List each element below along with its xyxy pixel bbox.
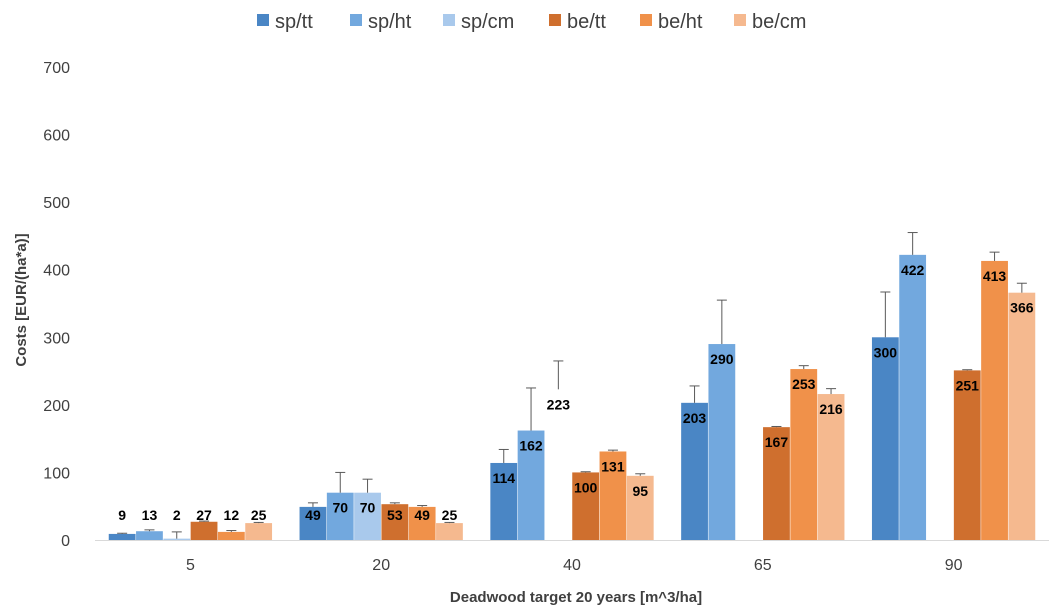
data-label: 290 [710,351,734,367]
bar-be-cm [245,523,273,540]
legend-swatch [350,14,362,26]
bar-sp-ht [326,492,354,540]
data-label: 9 [118,507,126,523]
y-axis: 0 100 200 300 400 500 600 700 [43,60,70,550]
legend-swatch [734,14,746,26]
bar-sp-ht [136,531,163,540]
legend-swatch [443,14,455,26]
data-label: 13 [142,507,158,523]
bar-be-cm [817,394,845,540]
data-label: 422 [901,262,925,278]
legend-swatch [257,14,269,26]
bar-sp-tt [871,337,899,540]
bars [108,254,1036,540]
x-tick-label: 65 [754,557,772,574]
bar-sp-tt [490,462,518,540]
bar-be-cm [626,475,654,540]
bar-sp-tt [108,533,136,540]
legend-label: sp/tt [275,11,313,33]
data-label: 300 [874,344,898,360]
data-label: 251 [956,377,980,393]
data-label: 162 [519,438,543,454]
legend-label: be/ht [658,11,703,33]
data-label: 253 [792,376,816,392]
data-label: 95 [632,483,648,499]
x-tick-label: 90 [945,557,963,574]
bar-be-ht [981,260,1008,540]
data-label: 203 [683,410,707,426]
data-label: 49 [414,507,430,523]
bar-sp-tt [299,506,327,540]
bar-be-tt [381,504,409,540]
y-tick-label: 300 [43,330,70,347]
data-label: 25 [442,507,458,523]
data-label: 216 [819,401,843,417]
data-label: 53 [387,507,403,523]
x-tick-label: 5 [186,557,195,574]
bar-sp-cm [354,492,381,540]
bar-be-cm [436,523,463,540]
data-label: 100 [574,479,598,495]
data-label: 413 [983,268,1007,284]
x-axis: 5 20 40 65 90 [95,540,1049,574]
y-tick-label: 700 [43,60,70,77]
bar-be-tt [572,472,600,540]
legend-label: sp/cm [461,11,514,33]
data-label: 167 [765,434,789,450]
data-label: 366 [1010,300,1034,316]
bar-be-ht [408,506,436,540]
x-tick-label: 20 [372,557,390,574]
bar-be-tt [953,370,981,540]
legend-label: be/cm [752,11,806,33]
y-axis-title: Costs [EUR/(ha*a)] [13,233,30,366]
data-label: 70 [332,500,348,516]
x-axis-title: Deadwood target 20 years [m^3/ha] [450,589,702,606]
bar-sp-cm [163,538,191,540]
y-tick-label: 600 [43,128,70,145]
y-tick-label: 100 [43,465,70,482]
legend-label: be/tt [567,11,606,33]
data-label: 25 [251,507,267,523]
y-tick-label: 400 [43,263,70,280]
legend: sp/tt sp/ht sp/cm be/tt be/ht be/cm [257,11,806,33]
data-label: 223 [547,396,571,412]
legend-swatch [640,14,652,26]
bar-sp-ht [517,430,545,540]
data-label: 12 [224,507,240,523]
error-bars [117,232,1027,539]
data-label: 114 [492,470,515,486]
bar-be-ht [790,369,818,540]
legend-swatch [549,14,561,26]
y-tick-label: 0 [61,533,70,550]
data-label: 27 [196,507,212,523]
bar-be-tt [763,427,790,540]
bar-be-tt [190,521,218,540]
bar-be-ht [217,531,245,540]
bar-be-cm [1008,292,1036,540]
bar-sp-ht [899,254,927,540]
bar-be-ht [599,451,627,540]
data-label: 70 [360,500,376,516]
data-label: 49 [305,507,321,523]
y-tick-label: 200 [43,398,70,415]
data-label: 131 [601,458,625,474]
bar-sp-tt [681,402,708,540]
y-tick-label: 500 [43,195,70,212]
data-label: 2 [173,507,181,523]
legend-label: sp/ht [368,11,412,33]
bar-sp-ht [708,344,736,540]
x-tick-label: 40 [563,557,581,574]
